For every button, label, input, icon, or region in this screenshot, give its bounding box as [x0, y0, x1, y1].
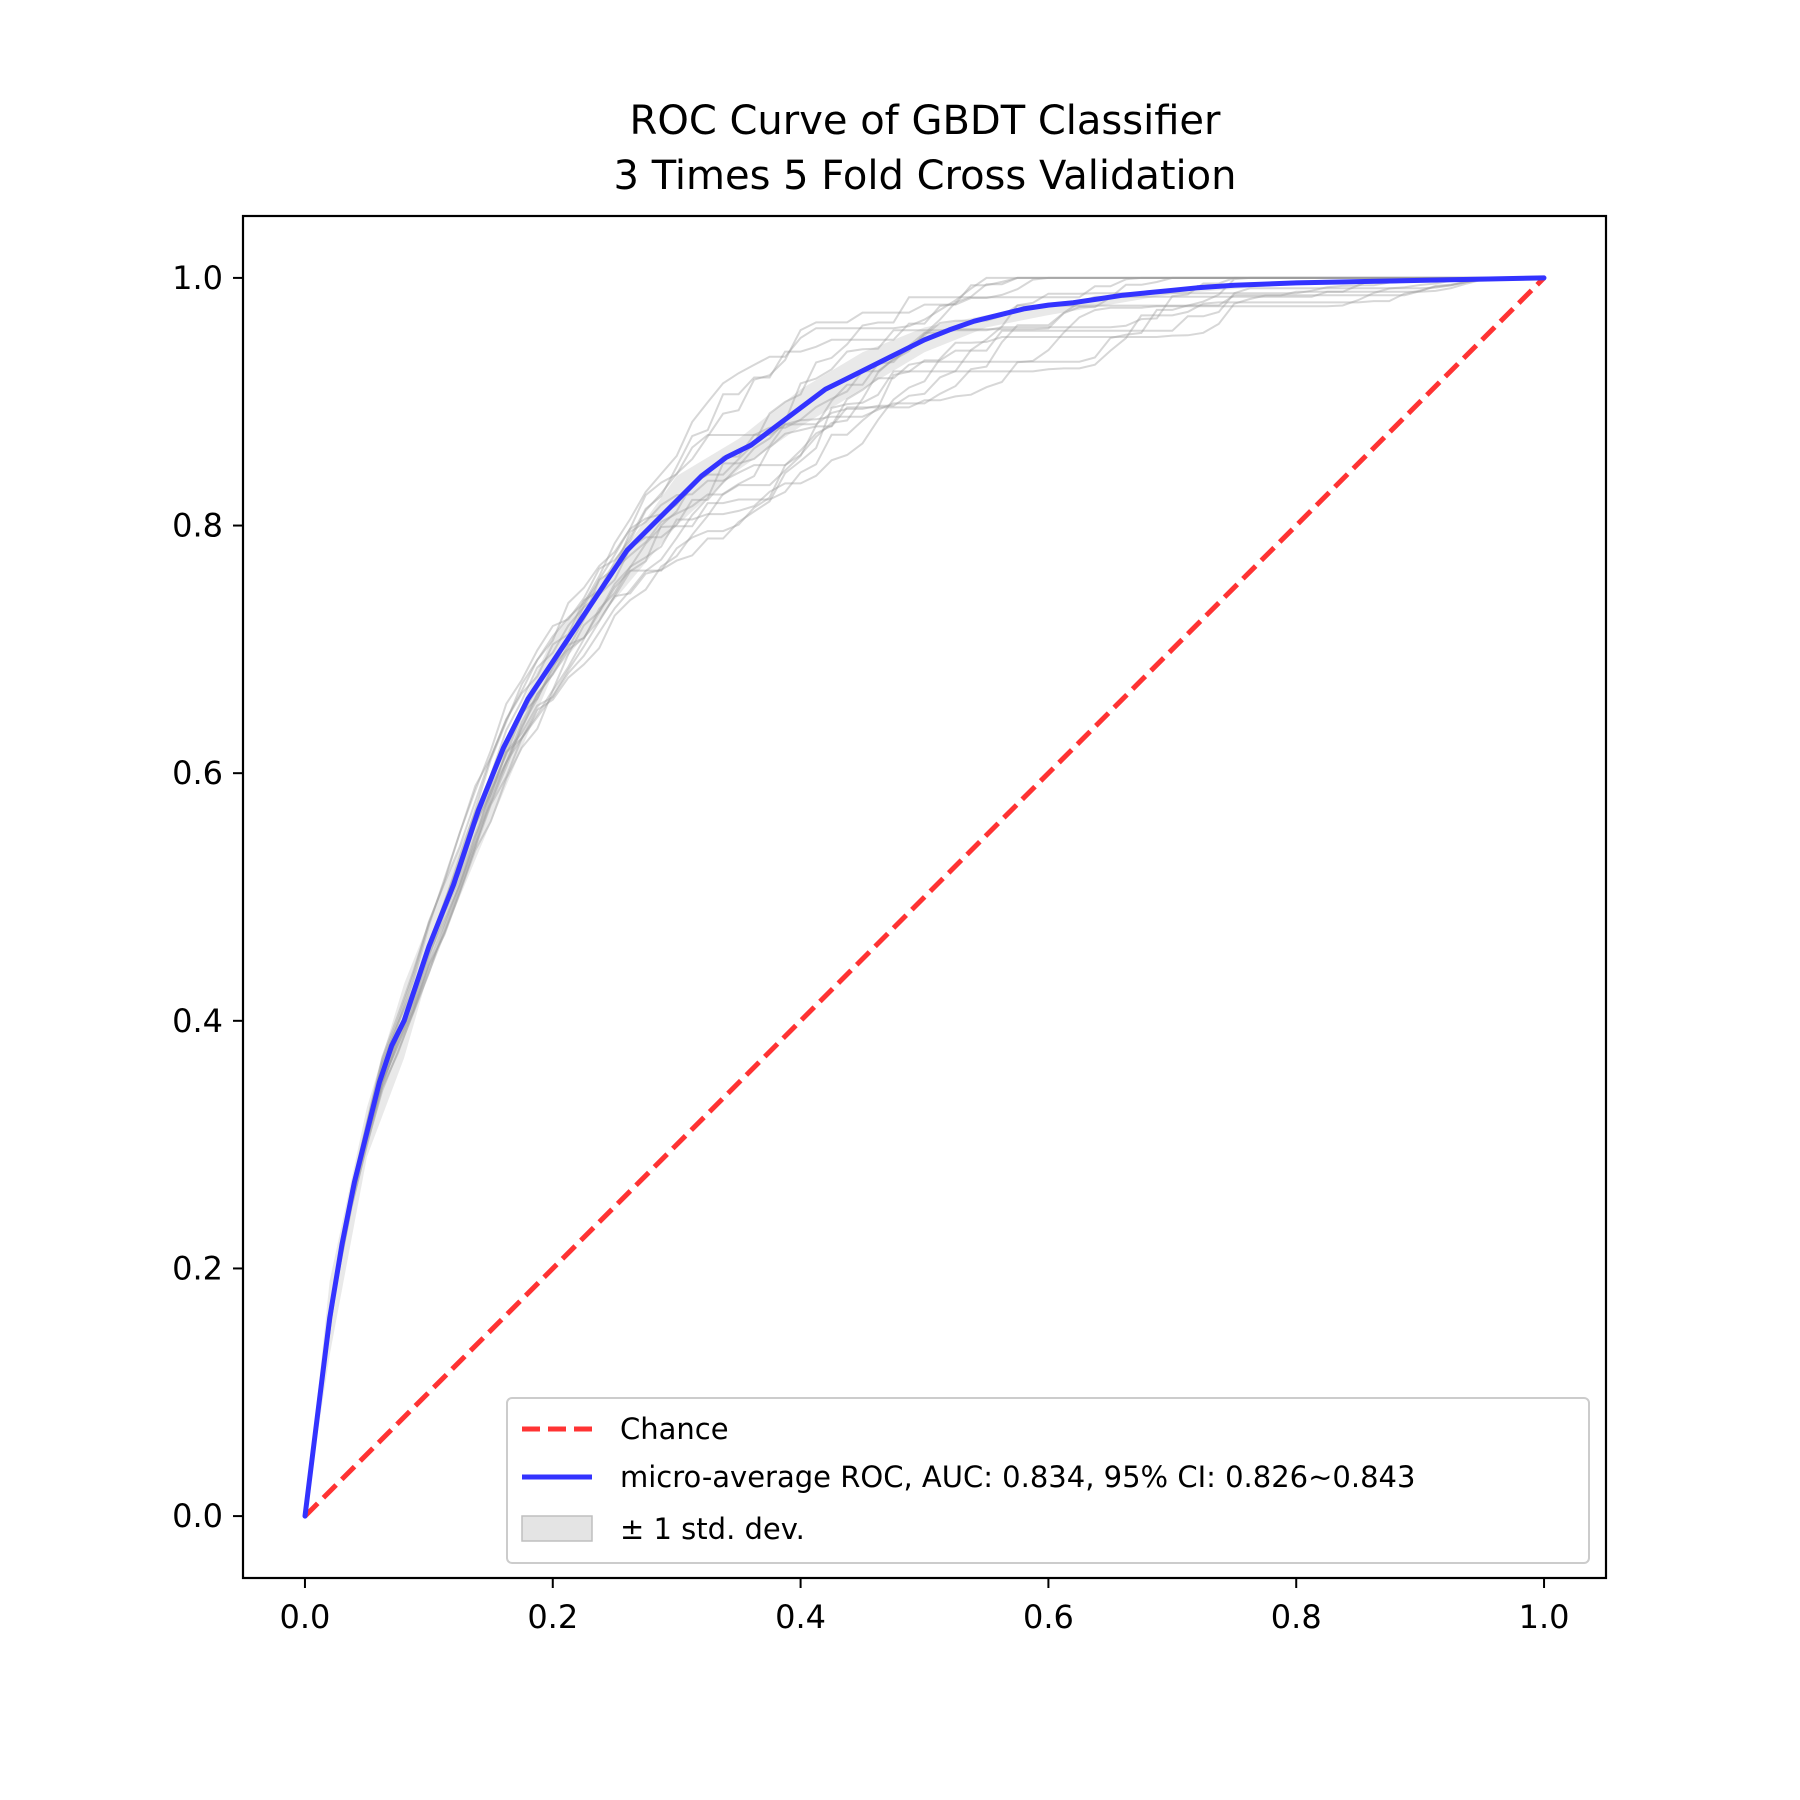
fold-roc-curve: [304, 276, 1544, 1517]
x-tick-label: 0.4: [775, 1598, 826, 1636]
x-tick-label: 0.2: [527, 1598, 578, 1636]
legend-micro-average-label: micro-average ROC, AUC: 0.834, 95% CI: 0…: [620, 1460, 1415, 1494]
x-tick-label: 0.0: [280, 1598, 331, 1636]
y-tick-label: 0.6: [172, 754, 223, 792]
fold-roc-curve: [304, 276, 1545, 1517]
legend-std-band-swatch: [521, 1515, 593, 1542]
x-tick-label: 1.0: [1519, 1598, 1570, 1636]
std-dev-band-layer: [305, 277, 1544, 1517]
fold-curves-layer: [304, 276, 1545, 1517]
y-tick-label: 1.0: [172, 259, 223, 297]
fold-roc-curve: [304, 276, 1544, 1517]
y-axis-ticks: 0.0 0.2 0.4 0.6 0.8 1.0: [172, 259, 243, 1535]
y-tick-label: 0.2: [172, 1249, 223, 1287]
micro-average-roc-line: [302, 275, 1547, 1519]
legend: Chance micro-average ROC, AUC: 0.834, 95…: [506, 1397, 1590, 1564]
chance-line: [303, 276, 1546, 1518]
fold-roc-curve: [304, 276, 1545, 1517]
x-axis-ticks: 0.0 0.2 0.4 0.6 0.8 1.0: [280, 1578, 1570, 1636]
fold-roc-curve: [304, 276, 1544, 1517]
x-tick-label: 0.6: [1023, 1598, 1074, 1636]
fold-roc-curve: [304, 276, 1545, 1517]
chart-title-line-2: 3 Times 5 Fold Cross Validation: [614, 153, 1237, 199]
legend-chance-label: Chance: [620, 1412, 729, 1446]
fold-roc-curve: [304, 276, 1544, 1517]
plot-frame: [241, 214, 1608, 1580]
fold-roc-curve: [304, 276, 1545, 1517]
legend-std-band-label: ± 1 std. dev.: [620, 1512, 805, 1546]
y-tick-label: 0.4: [172, 1002, 223, 1040]
y-tick-label: 0.8: [172, 507, 223, 545]
x-tick-label: 0.8: [1271, 1598, 1322, 1636]
fold-roc-curve: [304, 276, 1544, 1517]
fold-roc-curve: [304, 276, 1545, 1517]
fold-roc-curve: [304, 276, 1545, 1517]
fold-roc-curve: [304, 276, 1544, 1517]
chart-title-line-1: ROC Curve of GBDT Classifier: [630, 98, 1221, 144]
fold-roc-curve: [304, 276, 1544, 1517]
std-dev-band: [305, 277, 1544, 1517]
series-layer: [302, 275, 1547, 1519]
y-tick-label: 0.0: [172, 1497, 223, 1535]
fold-roc-curve: [304, 276, 1545, 1517]
legend-frame: [506, 1397, 1590, 1564]
